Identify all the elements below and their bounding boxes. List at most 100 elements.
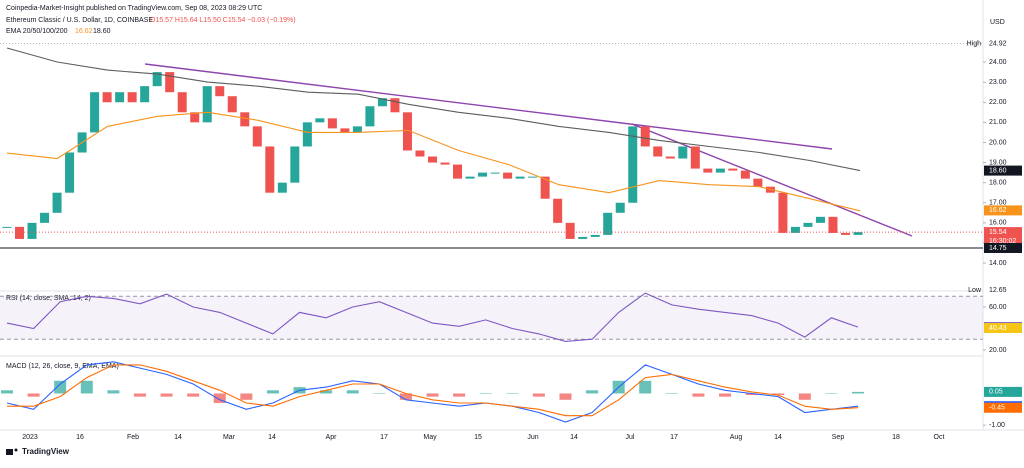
histogram-bar [665,393,678,394]
price-badge-label: 14.75 [989,245,1007,252]
y-tick-label: 21.00 [989,119,1007,126]
y-tick-label: 60.00 [989,304,1007,311]
rsi-title: RSI (14, close, SMA, 14, 2) [6,295,91,302]
candle [340,128,350,133]
symbol: Ethereum Classic / U.S. Dollar, 1D, COIN… [6,17,153,24]
candle [553,198,563,223]
y-tick-label: 17.00 [989,200,1007,207]
price-badge [984,402,1022,413]
candle [665,156,675,159]
histogram-bar [133,393,146,397]
candle [65,152,75,193]
indicator-line [6,361,859,423]
candle [115,92,125,103]
candle [227,96,237,113]
candle [240,112,250,127]
candle [453,164,463,179]
candle [540,176,550,199]
price-badge-label: 0.05 [989,389,1003,396]
y-tick-label: 14.00 [989,260,1007,267]
price-badge [984,242,1022,253]
histogram-bar [506,393,519,394]
histogram-bar [692,393,705,397]
y-tick-label: 20.00 [989,139,1007,146]
candle [728,168,738,171]
candle [127,92,137,103]
ema-value: 18.60 [93,28,111,35]
time-label: 14 [174,434,182,441]
time-label: Jul [626,434,635,441]
candle [828,216,838,233]
candle [365,106,375,127]
candle [102,92,112,103]
candle [490,172,500,174]
y-tick-label: 23.00 [989,79,1007,86]
histogram-bar [54,380,67,394]
candle [565,222,575,239]
time-label: Jun [527,434,538,441]
candle [152,72,162,87]
indicator-line [6,292,859,342]
currency[interactable]: USD [990,19,1005,26]
ema-value: 16.62 [75,28,93,35]
histogram-bar [187,393,200,397]
countdown: 16:30:02 [989,238,1016,245]
candle [2,226,12,228]
trendline [144,63,833,150]
candle [290,146,300,183]
time-label: 2023 [22,434,38,441]
histogram-bar [266,390,279,394]
badge-prefix: High [967,40,982,47]
candle [578,236,588,239]
time-label: 14 [268,434,276,441]
candle [740,170,750,179]
price-badge-label: 24.92 [989,40,1007,47]
histogram-bar [160,393,173,397]
price-badge-label: 12.65 [989,287,1007,294]
price-badge-label: 18.60 [989,167,1007,174]
candle [853,232,863,235]
publisher: Coinpedia-Market-Insight published on Tr… [6,5,262,12]
candle [402,112,412,151]
time-label: Apr [326,434,338,441]
candle [277,182,287,193]
rsi-band [0,296,983,340]
histogram-bar [852,391,864,394]
candle [615,202,625,213]
price-badge [984,386,1022,397]
y-tick-label: 18.00 [989,179,1007,186]
candle [628,126,638,203]
price-badge [984,227,1022,248]
time-label: 14 [570,434,578,441]
price-badge-label: 40.43 [989,325,1007,332]
price-badge [984,205,1022,216]
candle [815,216,825,223]
histogram-bar [719,393,732,397]
time-label: 14 [774,434,782,441]
badge-prefix: Low [968,287,982,294]
candle [302,122,312,147]
candle [703,168,713,173]
candle [52,192,62,213]
histogram-bar [532,393,545,397]
time-label: Aug [730,434,743,441]
histogram-bar [453,393,466,397]
candle [678,146,688,159]
ohlc: O15.57 H15.64 L15.50 C15.54 −0.03 (−0.19… [150,17,296,24]
candle [177,92,187,113]
indicator-line [6,47,861,172]
y-tick-label: 20.00 [989,347,1007,354]
y-tick-label: -1.00 [989,422,1005,429]
price-badge [984,323,1022,334]
candle [603,212,613,235]
histogram-bar [320,390,333,394]
time-label: Mar [223,434,236,441]
histogram-bar [772,393,785,396]
histogram-bar [373,393,386,394]
candle [690,146,700,169]
macd-title: MACD (12, 26, close, 9, EMA, EMA) [6,363,119,370]
candle [515,176,525,179]
time-label: 16 [76,434,84,441]
time-label: Sep [832,434,845,441]
